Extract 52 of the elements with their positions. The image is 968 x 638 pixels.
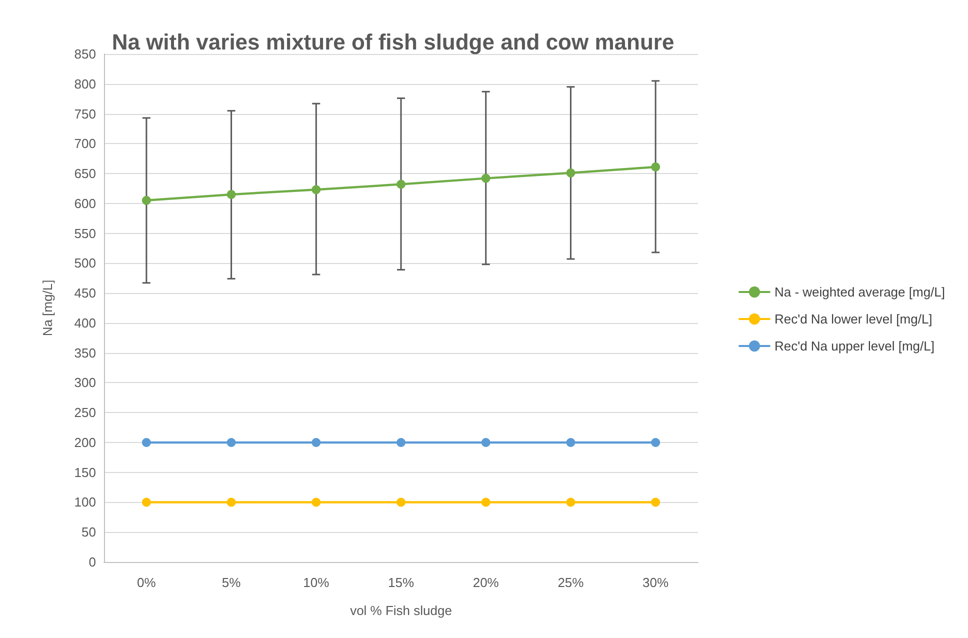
x-axis-title: vol % Fish sludge bbox=[350, 603, 452, 618]
x-tick-label: 0% bbox=[137, 575, 156, 590]
y-tick-label: 350 bbox=[74, 345, 96, 360]
point bbox=[312, 498, 321, 507]
y-tick-label: 650 bbox=[74, 166, 96, 182]
y-tick-label: 550 bbox=[74, 226, 96, 241]
point bbox=[566, 498, 576, 507]
y-tick-label: 500 bbox=[74, 256, 96, 271]
y-tick-label: 250 bbox=[74, 405, 96, 420]
y-tick-label: 450 bbox=[74, 286, 96, 301]
y-tick-label: 850 bbox=[74, 46, 96, 62]
x-tick-label: 20% bbox=[472, 575, 500, 590]
y-tick-label: 100 bbox=[74, 494, 96, 510]
x-tick-label: 10% bbox=[303, 575, 330, 590]
point bbox=[312, 185, 321, 194]
point bbox=[481, 438, 490, 447]
legend-label: Rec'd Na lower level [mg/L] bbox=[774, 312, 932, 326]
x-tick-label: 25% bbox=[558, 575, 584, 590]
point bbox=[481, 174, 490, 183]
point bbox=[396, 438, 406, 447]
point bbox=[396, 180, 406, 189]
y-tick-label: 400 bbox=[74, 315, 96, 330]
chart-title: Na with varies mixture of fish sludge and cow manure bbox=[112, 30, 674, 54]
y-tick-label: 200 bbox=[74, 434, 96, 450]
y-tick-label: 0 bbox=[88, 554, 96, 570]
point bbox=[396, 498, 406, 507]
legend-label: Rec'd Na upper level [mg/L] bbox=[774, 338, 934, 354]
y-axis-title: Na [mg/L] bbox=[40, 280, 55, 336]
point bbox=[566, 438, 576, 447]
point bbox=[142, 438, 151, 447]
point bbox=[651, 498, 660, 507]
y-tick-label: 750 bbox=[74, 106, 96, 122]
x-tick-label: 30% bbox=[642, 575, 670, 590]
y-tick-label: 150 bbox=[74, 464, 96, 480]
x-tick-label: 5% bbox=[222, 575, 242, 590]
legend-label: Na - weighted average [mg/L] bbox=[774, 284, 946, 300]
point bbox=[566, 168, 576, 178]
point bbox=[142, 498, 151, 507]
y-tick-label: 50 bbox=[82, 524, 96, 540]
point bbox=[142, 196, 151, 205]
point bbox=[226, 438, 236, 447]
x-tick-label: 15% bbox=[388, 575, 414, 590]
point bbox=[651, 162, 660, 172]
point bbox=[226, 498, 236, 507]
point bbox=[481, 498, 490, 507]
point bbox=[651, 438, 660, 447]
y-tick-label: 300 bbox=[74, 375, 96, 390]
point bbox=[312, 438, 321, 447]
y-tick-label: 700 bbox=[74, 136, 96, 152]
y-tick-label: 800 bbox=[74, 76, 96, 92]
y-tick-label: 600 bbox=[74, 196, 96, 211]
point bbox=[226, 190, 236, 199]
